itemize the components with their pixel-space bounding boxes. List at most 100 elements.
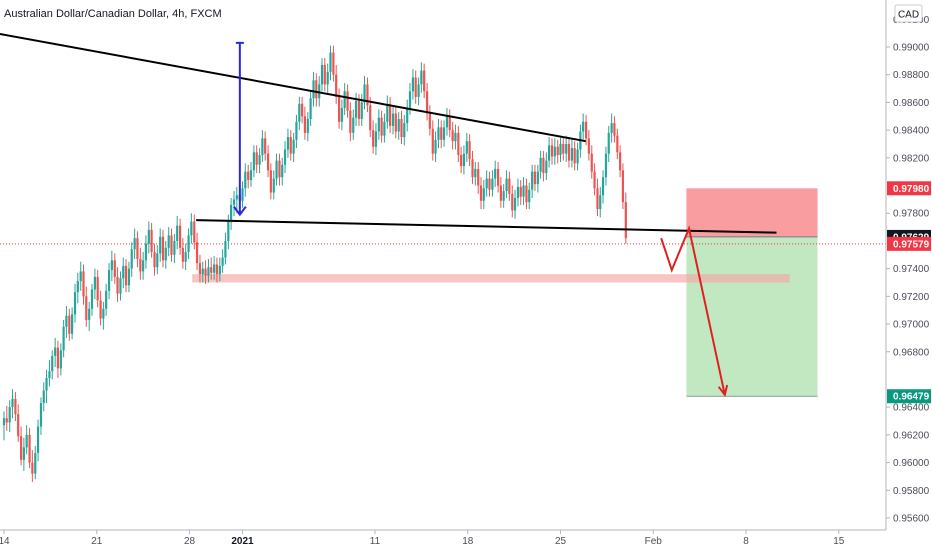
- candle: [400, 110, 403, 144]
- candle-body: [286, 137, 290, 150]
- candle-body: [289, 137, 292, 154]
- take-profit-zone: [686, 236, 818, 397]
- candle: [576, 142, 579, 171]
- candle-body: [343, 91, 346, 108]
- candle: [258, 148, 261, 174]
- candle: [587, 130, 590, 161]
- currency-button[interactable]: CAD: [894, 4, 923, 23]
- candle-body: [170, 235, 173, 255]
- candle: [607, 125, 610, 162]
- candle: [127, 261, 131, 293]
- candle-body: [198, 263, 202, 275]
- candle: [167, 227, 170, 257]
- candle-body: [428, 113, 431, 129]
- candle: [269, 163, 272, 200]
- candle-body: [68, 315, 71, 334]
- candle: [224, 232, 227, 265]
- candle: [621, 163, 625, 210]
- candle-body: [320, 65, 324, 85]
- candle: [601, 170, 605, 204]
- candle-body: [542, 157, 545, 174]
- candle-body: [113, 260, 116, 277]
- candle-body: [173, 240, 176, 255]
- candle: [536, 164, 539, 193]
- candle: [545, 152, 548, 180]
- candle-body: [610, 123, 613, 133]
- candle: [377, 109, 380, 140]
- candle-body: [215, 264, 219, 275]
- candle: [494, 160, 497, 187]
- candle: [82, 264, 85, 305]
- candle-body: [264, 138, 267, 154]
- candle-body: [266, 153, 270, 171]
- candle-body: [494, 168, 497, 179]
- candle-body: [420, 70, 423, 85]
- candle: [479, 177, 483, 210]
- candle-body: [19, 436, 23, 460]
- candle-body: [269, 170, 272, 193]
- x-tick-label: 25: [555, 536, 567, 547]
- y-tick-label: 0.95800: [893, 486, 930, 497]
- candle-body: [414, 77, 417, 97]
- candle-body: [201, 268, 204, 275]
- candle: [99, 290, 102, 326]
- candle-body: [28, 434, 31, 463]
- candle-body: [519, 186, 522, 197]
- candle: [213, 256, 216, 280]
- candle-body: [56, 347, 60, 369]
- candle: [255, 145, 258, 174]
- candle: [352, 109, 355, 140]
- candle-body: [528, 189, 531, 203]
- candle-body: [329, 52, 332, 72]
- candle-body: [482, 188, 485, 201]
- candle-body: [369, 105, 372, 131]
- candle: [423, 63, 426, 99]
- candle: [599, 186, 602, 218]
- candle-body: [36, 426, 40, 453]
- candle-body: [252, 152, 255, 171]
- candle: [14, 391, 17, 422]
- candle: [329, 45, 332, 81]
- candle-body: [491, 178, 494, 190]
- candle-body: [156, 253, 159, 268]
- candle: [562, 137, 565, 161]
- candle-body: [417, 84, 420, 97]
- candle-body: [136, 238, 139, 259]
- candle: [533, 164, 537, 192]
- candle: [119, 271, 122, 301]
- candle: [326, 63, 329, 93]
- candle: [181, 238, 184, 269]
- candle: [548, 137, 551, 168]
- candle-body: [181, 247, 184, 262]
- candle-body: [275, 160, 278, 179]
- candle-body: [408, 91, 412, 108]
- candle-body: [105, 290, 108, 309]
- candle-body: [258, 155, 261, 165]
- candle: [264, 131, 267, 161]
- candle: [565, 135, 568, 162]
- y-tick-label: 0.97800: [893, 209, 930, 220]
- candle-body: [139, 258, 142, 272]
- candle: [468, 134, 471, 167]
- candle: [5, 405, 8, 431]
- candle-body: [587, 138, 590, 154]
- candle: [389, 96, 392, 133]
- candle: [153, 243, 156, 276]
- candle: [247, 164, 250, 189]
- candle-body: [391, 113, 395, 126]
- candle-body: [102, 308, 105, 319]
- candle-body: [45, 378, 48, 391]
- candle: [525, 178, 528, 210]
- candle-body: [230, 204, 233, 222]
- candle: [11, 389, 14, 419]
- candle: [613, 116, 616, 143]
- candle: [261, 130, 264, 162]
- support-band: [192, 274, 790, 283]
- candle: [451, 121, 454, 150]
- candle: [122, 257, 125, 289]
- candle-body: [474, 168, 477, 178]
- x-tick-label: 21: [91, 536, 103, 547]
- candle: [244, 163, 247, 197]
